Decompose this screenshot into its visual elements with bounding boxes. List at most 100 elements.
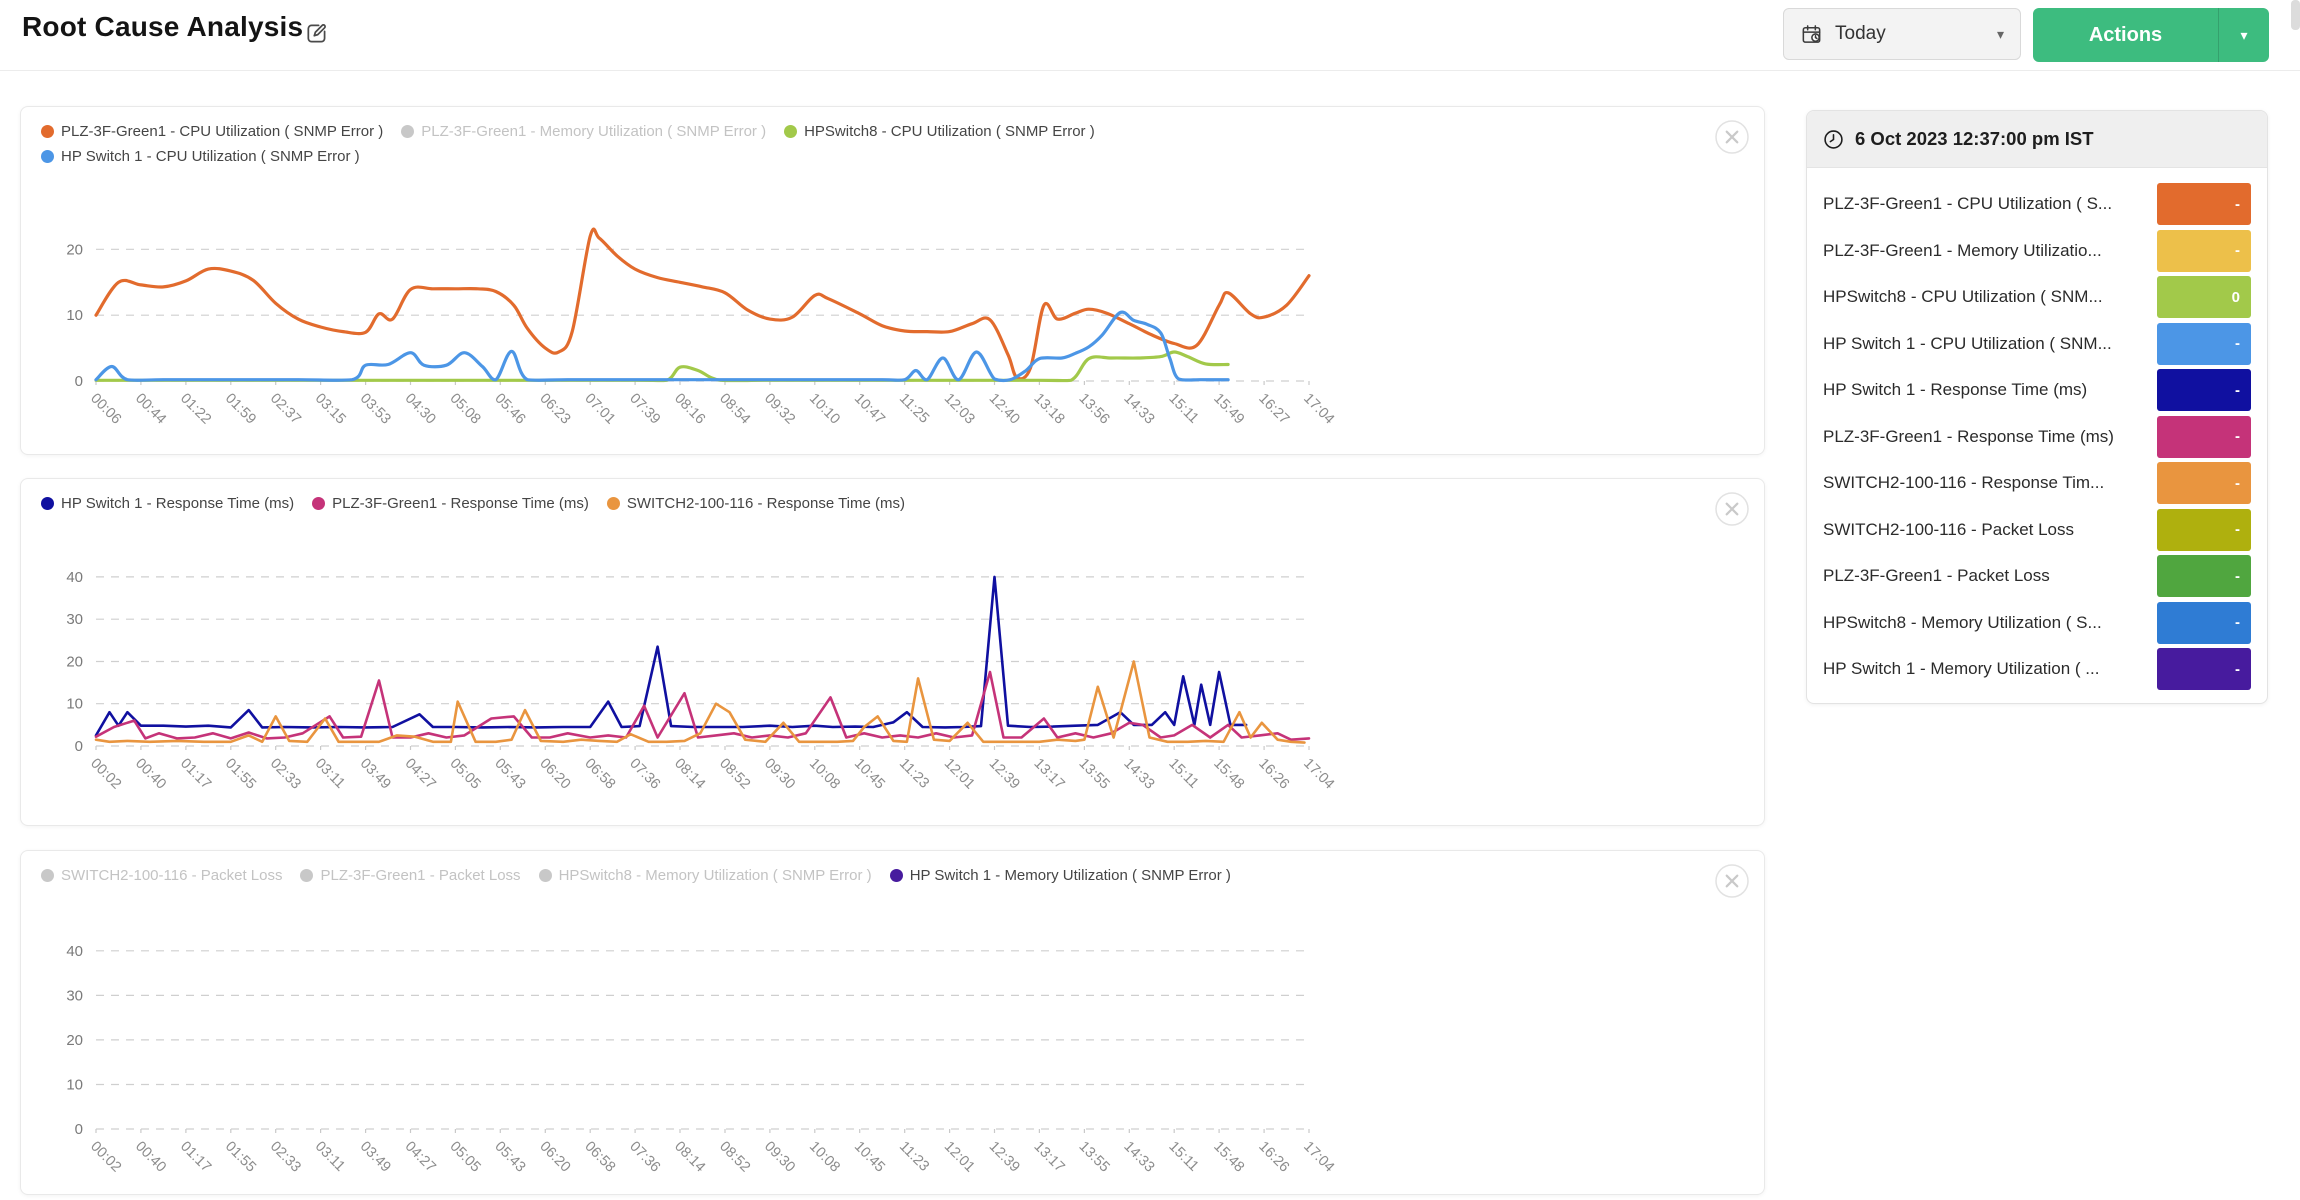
svg-text:01:55: 01:55 xyxy=(222,756,259,793)
chevron-down-icon: ▾ xyxy=(2240,26,2248,43)
legend-item[interactable]: SWITCH2-100-116 - Packet Loss xyxy=(41,867,282,884)
svg-text:07:36: 07:36 xyxy=(626,1139,663,1176)
edit-title-button[interactable] xyxy=(302,18,332,51)
legend-item[interactable]: HP Switch 1 - Response Time (ms) xyxy=(41,495,294,512)
metric-value-badge: - xyxy=(2157,648,2251,691)
legend-label: HP Switch 1 - Response Time (ms) xyxy=(61,495,295,512)
svg-text:30: 30 xyxy=(66,987,83,1004)
chart-legend: SWITCH2-100-116 - Packet Loss PLZ-3F-Gree… xyxy=(41,867,1231,884)
svg-text:12:39: 12:39 xyxy=(986,1139,1023,1176)
close-chart-button[interactable] xyxy=(1714,491,1750,527)
svg-text:0: 0 xyxy=(75,373,83,390)
legend-item[interactable]: HP Switch 1 - CPU Utilization ( SNMP Err… xyxy=(41,148,360,165)
svg-text:08:52: 08:52 xyxy=(716,1139,753,1176)
svg-text:10: 10 xyxy=(66,696,83,713)
page-header: Root Cause Analysis Today ▾ Actions ▾ xyxy=(0,0,2300,71)
svg-text:08:14: 08:14 xyxy=(671,756,708,793)
svg-text:08:54: 08:54 xyxy=(716,391,753,428)
chart-card-3: SWITCH2-100-116 - Packet Loss PLZ-3F-Gree… xyxy=(20,850,1765,1195)
metric-row[interactable]: HP Switch 1 - CPU Utilization ( SNM... - xyxy=(1823,321,2251,368)
legend-item[interactable]: PLZ-3F-Green1 - CPU Utilization ( SNMP E… xyxy=(41,123,383,140)
legend-item[interactable]: PLZ-3F-Green1 - Packet Loss xyxy=(300,867,521,884)
svg-text:10: 10 xyxy=(66,307,83,324)
svg-text:15:11: 15:11 xyxy=(1165,391,1201,427)
sidebar-header: 6 Oct 2023 12:37:00 pm IST xyxy=(1807,111,2267,168)
svg-text:14:33: 14:33 xyxy=(1120,391,1157,428)
legend-item[interactable]: PLZ-3F-Green1 - Response Time (ms) xyxy=(312,495,589,512)
legend-item[interactable]: HPSwitch8 - Memory Utilization ( SNMP Er… xyxy=(538,867,872,884)
svg-text:00:44: 00:44 xyxy=(132,391,169,428)
edit-icon xyxy=(307,24,326,43)
svg-text:11:23: 11:23 xyxy=(896,756,932,792)
svg-text:02:33: 02:33 xyxy=(267,1139,304,1176)
close-chart-button[interactable] xyxy=(1714,863,1750,899)
svg-text:03:11: 03:11 xyxy=(312,756,348,792)
metric-value-badge: - xyxy=(2157,415,2251,458)
legend-label: HPSwitch8 - CPU Utilization ( SNMP Error… xyxy=(804,123,1095,140)
chart-legend: HP Switch 1 - Response Time (ms) PLZ-3F-G… xyxy=(41,495,905,512)
close-icon xyxy=(1715,120,1749,154)
metric-row[interactable]: HP Switch 1 - Memory Utilization ( ... - xyxy=(1823,646,2251,693)
svg-text:15:11: 15:11 xyxy=(1165,756,1201,792)
metric-label: SWITCH2-100-116 - Response Tim... xyxy=(1823,473,2105,493)
legend-label: SWITCH2-100-116 - Response Time (ms) xyxy=(626,495,906,512)
svg-text:03:53: 03:53 xyxy=(357,391,394,428)
series-dot-icon xyxy=(300,869,314,882)
metric-row[interactable]: HPSwitch8 - Memory Utilization ( S... - xyxy=(1823,600,2251,647)
time-range-dropdown[interactable]: Today ▾ xyxy=(1783,8,2021,60)
svg-text:00:40: 00:40 xyxy=(132,1139,169,1176)
metric-row[interactable]: SWITCH2-100-116 - Response Tim... - xyxy=(1823,460,2251,507)
series-dot-icon xyxy=(41,125,54,138)
metric-row[interactable]: PLZ-3F-Green1 - Response Time (ms) - xyxy=(1823,414,2251,461)
metric-row[interactable]: SWITCH2-100-116 - Packet Loss - xyxy=(1823,507,2251,554)
svg-text:07:36: 07:36 xyxy=(626,756,663,793)
legend-item[interactable]: HP Switch 1 - Memory Utilization ( SNMP … xyxy=(889,867,1231,884)
close-icon xyxy=(1715,492,1749,526)
line-chart: 0 10 20 00:06 00:44 01:22 01:59 02:37 03:15 03:53… xyxy=(66,227,1337,428)
metric-value-badge: - xyxy=(2157,508,2251,551)
series-dot-icon xyxy=(41,497,54,510)
metric-label: HP Switch 1 - Response Time (ms) xyxy=(1823,380,2088,400)
metric-row[interactable]: HP Switch 1 - Response Time (ms) - xyxy=(1823,367,2251,414)
svg-text:16:27: 16:27 xyxy=(1255,391,1292,428)
actions-label: Actions xyxy=(2088,23,2163,46)
metric-label: HPSwitch8 - CPU Utilization ( SNM... xyxy=(1823,287,2103,307)
metric-label: HP Switch 1 - Memory Utilization ( ... xyxy=(1823,659,2100,679)
series-dot-icon xyxy=(401,125,415,138)
svg-text:12:01: 12:01 xyxy=(941,1139,978,1176)
svg-text:00:02: 00:02 xyxy=(87,756,124,793)
svg-text:08:16: 08:16 xyxy=(671,391,708,428)
svg-text:16:26: 16:26 xyxy=(1255,1139,1292,1176)
legend-item[interactable]: PLZ-3F-Green1 - Memory Utilization ( SNM… xyxy=(401,123,766,140)
metric-label: PLZ-3F-Green1 - Memory Utilizatio... xyxy=(1823,240,2102,260)
svg-text:11:23: 11:23 xyxy=(896,1139,932,1175)
close-chart-button[interactable] xyxy=(1714,119,1750,155)
legend-label: HP Switch 1 - CPU Utilization ( SNMP Err… xyxy=(61,148,360,165)
metrics-list: PLZ-3F-Green1 - CPU Utilization ( S... - P… xyxy=(1807,168,2267,703)
close-icon xyxy=(1715,864,1749,898)
metric-row[interactable]: PLZ-3F-Green1 - Packet Loss - xyxy=(1823,553,2251,600)
chart-card-1: PLZ-3F-Green1 - CPU Utilization ( SNMP E… xyxy=(20,106,1765,455)
metric-value-badge: - xyxy=(2157,462,2251,505)
actions-dropdown-toggle[interactable]: ▾ xyxy=(2218,8,2269,62)
metric-label: PLZ-3F-Green1 - Packet Loss xyxy=(1823,566,2050,586)
svg-text:10:08: 10:08 xyxy=(806,1139,843,1176)
metric-row[interactable]: PLZ-3F-Green1 - Memory Utilizatio... - xyxy=(1823,228,2251,275)
svg-text:15:11: 15:11 xyxy=(1165,1139,1201,1175)
legend-item[interactable]: HPSwitch8 - CPU Utilization ( SNMP Error… xyxy=(784,123,1095,140)
scrollbar-thumb[interactable] xyxy=(2291,0,2300,30)
actions-button[interactable]: Actions ▾ xyxy=(2033,8,2269,62)
legend-item[interactable]: SWITCH2-100-116 - Response Time (ms) xyxy=(606,495,906,512)
metrics-sidebar: 6 Oct 2023 12:37:00 pm IST PLZ-3F-Green1… xyxy=(1806,110,2268,704)
svg-text:12:40: 12:40 xyxy=(986,391,1023,428)
svg-text:01:17: 01:17 xyxy=(177,1139,214,1176)
svg-text:01:22: 01:22 xyxy=(177,391,214,428)
legend-label: SWITCH2-100-116 - Packet Loss xyxy=(61,867,283,884)
svg-text:20: 20 xyxy=(66,654,83,671)
legend-label: PLZ-3F-Green1 - CPU Utilization ( SNMP E… xyxy=(61,123,384,140)
metric-row[interactable]: HPSwitch8 - CPU Utilization ( SNM... 0 xyxy=(1823,274,2251,321)
series-dot-icon xyxy=(312,497,326,510)
svg-text:06:23: 06:23 xyxy=(536,391,573,428)
metric-row[interactable]: PLZ-3F-Green1 - CPU Utilization ( S... - xyxy=(1823,181,2251,228)
